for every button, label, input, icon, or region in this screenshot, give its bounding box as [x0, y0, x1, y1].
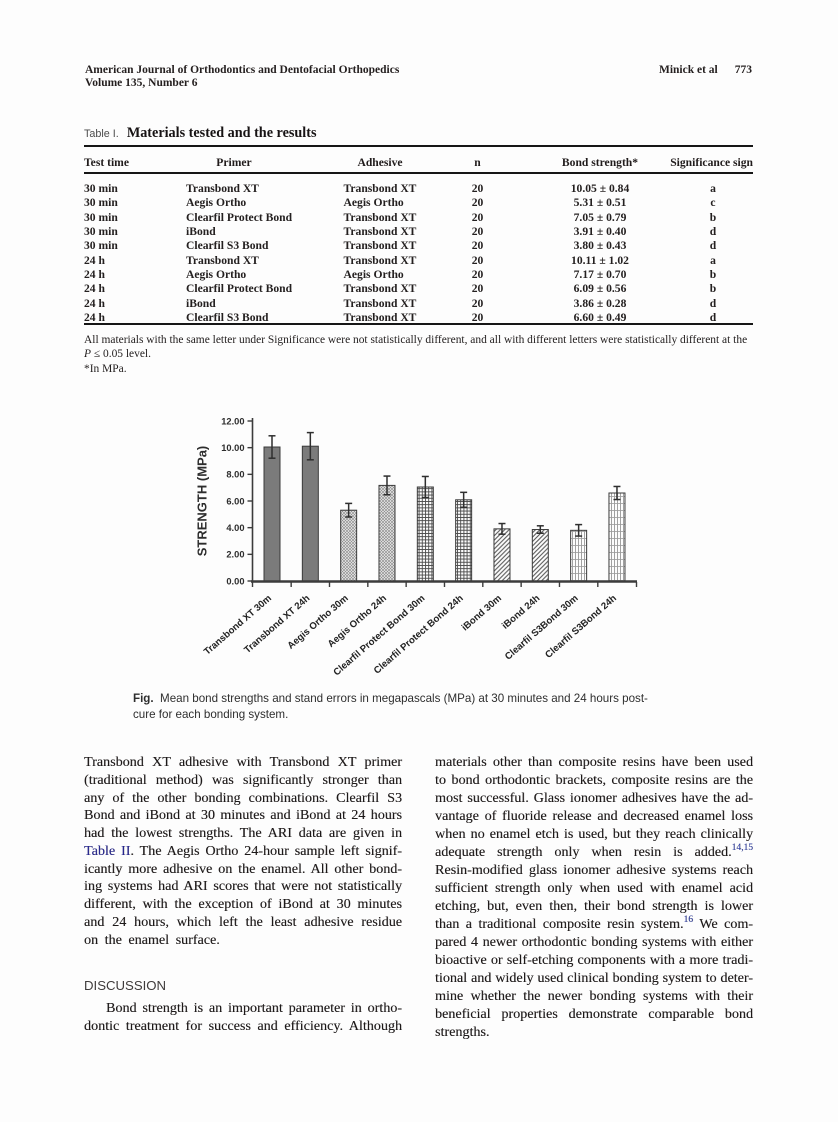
svg-text:Transbond XT 30m: Transbond XT 30m	[202, 593, 274, 658]
svg-text:STRENGTH (MPa): STRENGTH (MPa)	[195, 446, 210, 557]
svg-text:2.00: 2.00	[226, 550, 244, 560]
svg-text:Transbond XT 24h: Transbond XT 24h	[242, 593, 312, 656]
svg-text:10.00: 10.00	[221, 443, 244, 453]
svg-text:Clearfil S3Bond 24h: Clearfil S3Bond 24h	[543, 593, 619, 661]
svg-text:12.00: 12.00	[221, 416, 244, 426]
svg-text:0.00: 0.00	[226, 576, 244, 586]
svg-text:iBond 30m: iBond 30m	[460, 593, 504, 633]
svg-text:4.00: 4.00	[226, 523, 244, 533]
svg-text:8.00: 8.00	[226, 470, 244, 480]
svg-text:Clearfil S3Bond 30m: Clearfil S3Bond 30m	[503, 593, 581, 663]
svg-text:6.00: 6.00	[226, 496, 244, 506]
